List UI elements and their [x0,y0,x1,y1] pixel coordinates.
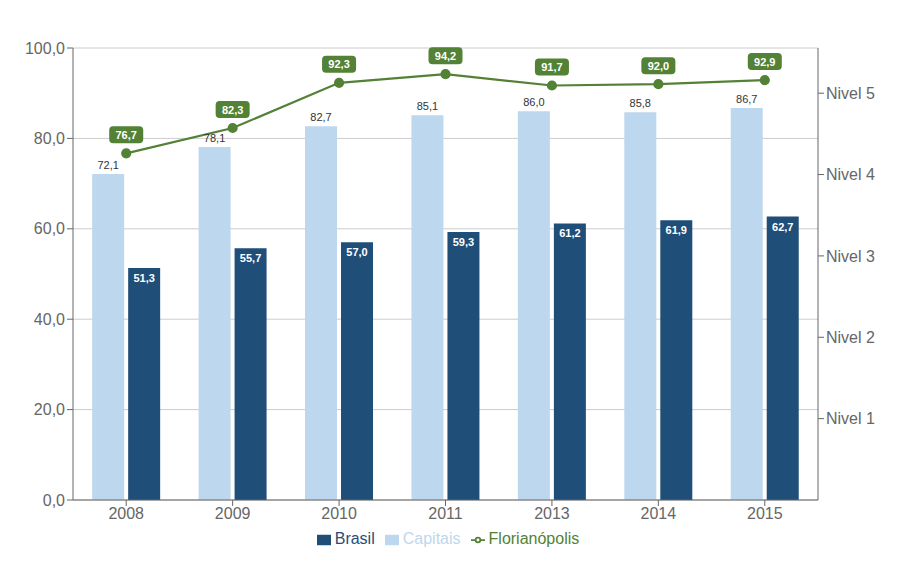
svg-text:59,3: 59,3 [453,236,474,248]
svg-text:2011: 2011 [428,505,463,522]
svg-text:20,0: 20,0 [34,401,65,418]
svg-text:82,7: 82,7 [310,111,331,123]
svg-text:62,7: 62,7 [772,221,793,233]
svg-text:2008: 2008 [108,505,144,522]
svg-text:78,1: 78,1 [204,132,225,144]
svg-text:92,9: 92,9 [754,56,775,68]
svg-text:2015: 2015 [747,505,783,522]
svg-text:40,0: 40,0 [34,311,65,328]
svg-text:55,7: 55,7 [240,252,261,264]
svg-text:Nivel 5: Nivel 5 [826,85,875,102]
html-text:Brasil: Brasil [334,530,375,547]
svg-text:60,0: 60,0 [34,220,65,237]
html-text:Florianópolis: Florianópolis [488,530,580,547]
svg-text:80,0: 80,0 [34,130,65,147]
svg-text:2010: 2010 [321,505,357,522]
svg-text:76,7: 76,7 [116,129,137,141]
svg-text:0,0: 0,0 [43,492,65,509]
svg-text:Nivel 3: Nivel 3 [826,248,875,265]
svg-text:Nivel 4: Nivel 4 [826,166,875,183]
svg-text:61,9: 61,9 [666,224,687,236]
svg-text:100,0: 100,0 [25,40,65,57]
svg-text:51,3: 51,3 [133,272,154,284]
svg-text:Nivel 1: Nivel 1 [826,410,875,427]
svg-text:85,8: 85,8 [630,97,651,109]
html-text:Capitais: Capitais [402,530,461,547]
svg-text:86,7: 86,7 [736,93,757,105]
svg-text:72,1: 72,1 [97,159,118,171]
svg-text:82,3: 82,3 [222,104,243,116]
svg-text:86,0: 86,0 [523,96,544,108]
svg-text:92,3: 92,3 [328,58,349,70]
svg-text:91,7: 91,7 [541,61,562,73]
svg-text:Nivel 2: Nivel 2 [826,329,875,346]
svg-text:2013: 2013 [534,505,570,522]
svg-text:61,2: 61,2 [559,227,580,239]
svg-text:2009: 2009 [215,505,251,522]
svg-text:92,0: 92,0 [648,60,669,72]
svg-text:57,0: 57,0 [346,246,367,258]
svg-text:94,2: 94,2 [435,50,456,62]
svg-text:2014: 2014 [641,505,677,522]
svg-text:85,1: 85,1 [417,100,438,112]
